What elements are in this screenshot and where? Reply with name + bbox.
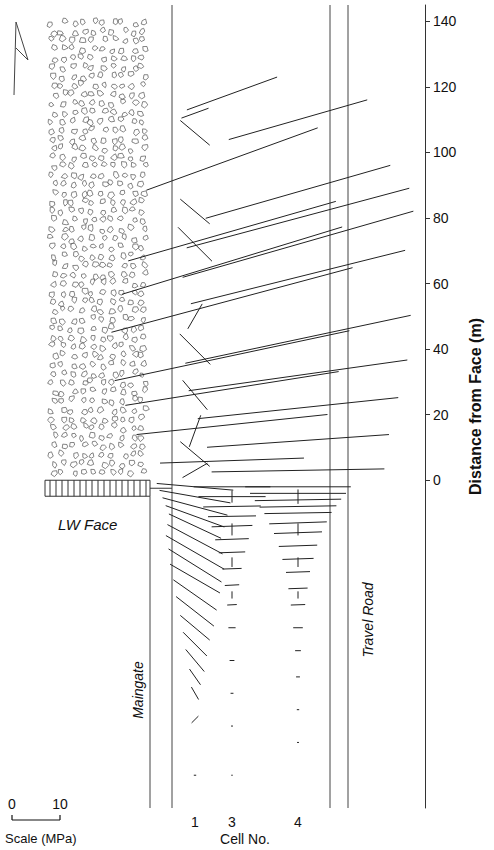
svg-text:3: 3: [228, 814, 236, 830]
svg-text:Travel Road: Travel Road: [360, 581, 376, 657]
svg-text:Cell No.: Cell No.: [220, 831, 270, 847]
svg-text:1: 1: [191, 814, 199, 830]
svg-text:Scale (MPa): Scale (MPa): [5, 831, 77, 846]
svg-text:120: 120: [433, 79, 457, 95]
svg-text:20: 20: [433, 407, 449, 423]
svg-text:80: 80: [433, 210, 449, 226]
svg-text:0: 0: [8, 796, 16, 812]
svg-text:10: 10: [52, 796, 68, 812]
svg-text:Distance from Face (m): Distance from Face (m): [467, 318, 484, 495]
svg-text:4: 4: [294, 814, 302, 830]
svg-text:LW Face: LW Face: [58, 516, 117, 533]
svg-text:40: 40: [433, 341, 449, 357]
svg-text:100: 100: [433, 144, 457, 160]
svg-text:Maingate: Maingate: [130, 661, 146, 719]
svg-text:140: 140: [433, 13, 457, 29]
svg-text:60: 60: [433, 276, 449, 292]
svg-text:0: 0: [433, 472, 441, 488]
